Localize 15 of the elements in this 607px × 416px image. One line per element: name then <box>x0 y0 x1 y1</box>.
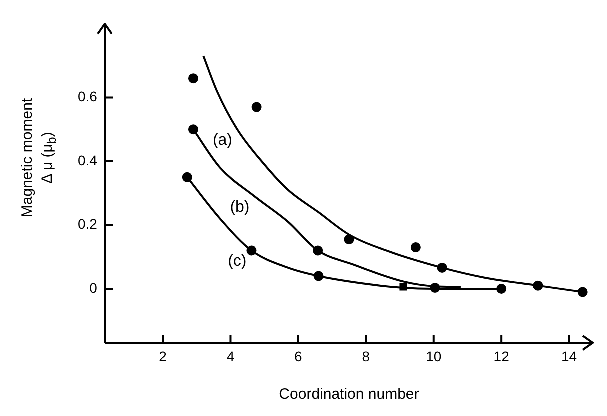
x-axis-title: Coordination number <box>279 386 420 404</box>
y-tick-label: 0.6 <box>78 88 98 105</box>
x-tick-label: 8 <box>362 348 370 364</box>
x-tick-label: 14 <box>562 348 578 364</box>
x-tick-label: 12 <box>494 348 510 364</box>
x-tick-label: 2 <box>159 348 168 364</box>
x-tick-label: 6 <box>294 348 303 364</box>
y-tick-label: 0.2 <box>78 216 98 232</box>
y-tick-label: 0.4 <box>78 152 98 168</box>
y-tick-label: 0 <box>90 280 98 296</box>
series-label: (b) <box>230 198 250 216</box>
x-tick-label: 10 <box>426 348 442 364</box>
x-tick-label: 4 <box>226 348 235 364</box>
series-label: (c) <box>228 253 247 270</box>
series-label: (a) <box>212 132 233 150</box>
